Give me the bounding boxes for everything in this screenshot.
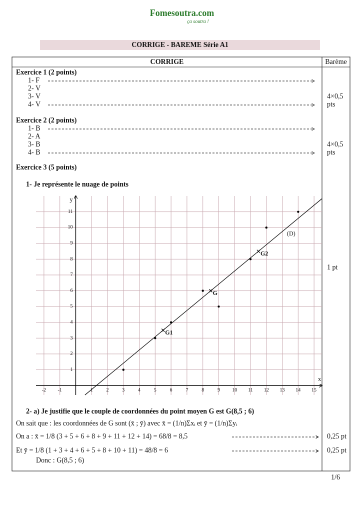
data-point bbox=[265, 226, 268, 229]
y-tick-label: 7 bbox=[70, 273, 73, 278]
x-axis-label: x bbox=[318, 377, 321, 383]
data-point bbox=[217, 305, 220, 308]
y-axis-label: y bbox=[70, 197, 73, 203]
y-tick-label: 6 bbox=[70, 289, 73, 294]
page-number: 1/6 bbox=[331, 474, 340, 482]
x-tick-label: 15 bbox=[312, 389, 318, 394]
data-point bbox=[201, 289, 204, 292]
solution-line: Donc : G(8,5 ; 6) bbox=[36, 457, 85, 465]
mean-point-label: G2 bbox=[260, 252, 268, 258]
data-point bbox=[154, 337, 157, 340]
score: 1 pt bbox=[327, 264, 338, 272]
y-tick-label: 10 bbox=[68, 226, 74, 231]
score: 4×0,5 bbox=[327, 141, 344, 149]
x-tick-label: 10 bbox=[232, 389, 238, 394]
x-tick-label: -2 bbox=[42, 389, 47, 394]
data-point bbox=[169, 321, 173, 324]
exercise-title: Exercice 2 (2 points) bbox=[16, 117, 77, 125]
score: pts bbox=[327, 149, 335, 157]
mean-point bbox=[209, 289, 213, 293]
y-tick-label: 8 bbox=[70, 257, 73, 262]
solution-line: On a : x̄ = 1/8 (3 + 5 + 6 + 8 + 9 + 11 … bbox=[16, 433, 188, 441]
score: 0,25 pt bbox=[327, 447, 347, 455]
mean-point bbox=[256, 249, 261, 253]
mean-point-label: G1 bbox=[165, 331, 173, 337]
y-tick-label: 1 bbox=[70, 368, 73, 373]
data-point bbox=[122, 368, 125, 371]
answer: 1- F bbox=[28, 77, 40, 85]
y-tick-label: 11 bbox=[68, 210, 73, 215]
header-cell: Barème bbox=[325, 58, 347, 66]
table-frame bbox=[11, 56, 351, 472]
y-tick-label: 5 bbox=[70, 305, 73, 310]
score: pts bbox=[327, 101, 335, 109]
title-bar bbox=[40, 40, 320, 50]
x-tick-label: 9 bbox=[217, 389, 220, 394]
answer: 4- V bbox=[28, 101, 41, 109]
x-tick-label: 5 bbox=[154, 389, 157, 394]
x-tick-label: 8 bbox=[202, 389, 205, 394]
answer: 3- B bbox=[28, 141, 41, 149]
title: CORRIGE - BAREME Série A1 bbox=[132, 41, 229, 49]
header-cell: CORRIGE bbox=[150, 58, 184, 66]
y-tick-label: 9 bbox=[70, 242, 73, 247]
question: 1- Je représente le nuage de points bbox=[26, 181, 129, 189]
y-tick-label: 3 bbox=[70, 336, 73, 341]
mean-point bbox=[161, 328, 165, 332]
answer: 1- B bbox=[28, 125, 41, 133]
x-tick-label: 14 bbox=[296, 389, 302, 394]
data-point bbox=[249, 258, 252, 261]
x-tick-label: 1 bbox=[90, 389, 93, 394]
answer: 2- A bbox=[28, 133, 40, 141]
answer: 2- V bbox=[28, 85, 41, 93]
answer: 4- B bbox=[28, 149, 41, 157]
x-tick-label: -1 bbox=[58, 389, 63, 394]
x-tick-label: 11 bbox=[248, 389, 253, 394]
score: 4×0,5 bbox=[327, 93, 344, 101]
y-tick-label: 2 bbox=[70, 352, 73, 357]
exercise-title: Exercice 3 (5 points) bbox=[16, 164, 77, 172]
solution-line: On sait que : les coordonnées de G sont … bbox=[16, 420, 238, 428]
x-tick-label: 3 bbox=[122, 389, 125, 394]
y-tick-label: 4 bbox=[70, 320, 73, 325]
tagline: ça soutra ! bbox=[187, 20, 209, 25]
content: Exercice 1 (2 points)1- F2- V3- V4- V 4×0… bbox=[16, 69, 347, 465]
data-point bbox=[297, 210, 300, 213]
x-tick-label: 4 bbox=[138, 389, 141, 394]
score: 0,25 pt bbox=[327, 433, 347, 441]
x-tick-label: 6 bbox=[170, 389, 173, 394]
exercise-title: Exercice 1 (2 points) bbox=[16, 69, 77, 77]
question: 2- a) Je justifie que le couple de coord… bbox=[26, 408, 255, 416]
x-tick-label: 2 bbox=[106, 389, 109, 394]
x-tick-label: 13 bbox=[280, 389, 286, 394]
regression-line bbox=[84, 198, 323, 396]
mean-point-label: G bbox=[213, 291, 218, 297]
logo: Fomesoutra.com bbox=[150, 8, 215, 18]
answer: 3- V bbox=[28, 93, 41, 101]
line-label: (D) bbox=[287, 230, 295, 237]
x-tick-label: 7 bbox=[186, 389, 189, 394]
x-tick-label: 12 bbox=[264, 389, 270, 394]
solution-line: Et ȳ = 1/8 (1 + 3 + 4 + 6 + 5 + 8 + 10 +… bbox=[16, 447, 168, 455]
